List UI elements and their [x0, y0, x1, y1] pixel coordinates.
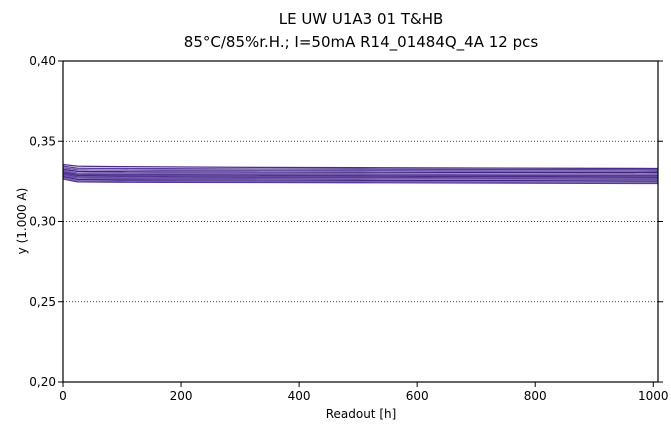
x-tick-label: 400: [288, 389, 311, 403]
series-line: [62, 178, 659, 185]
chart-title: LE UW U1A3 01 T&HB: [279, 10, 444, 28]
y-tick-label: 0,25: [29, 295, 56, 309]
x-axis-label: Readout [h]: [326, 407, 397, 421]
series-line: [62, 168, 659, 174]
grid: [63, 140, 658, 303]
ticks: 0,20 0,25 0,30 0,35 0,40 0 200 400 600 800 1000: [29, 54, 668, 403]
x-tick-label: 800: [524, 389, 547, 403]
y-tick-label: 0,30: [29, 215, 56, 229]
series-line: [62, 165, 659, 171]
series-line: [62, 173, 659, 179]
series-line: [62, 177, 659, 183]
series-line: [62, 174, 659, 181]
series-line: [62, 175, 659, 182]
x-tick-label: 600: [406, 389, 429, 403]
series-line: [62, 172, 659, 178]
series-line: [62, 163, 659, 170]
y-tick-label: 0,35: [29, 134, 56, 148]
x-tick-label: 0: [59, 389, 67, 403]
y-axis-label: y (1.000 A): [15, 188, 29, 255]
y-tick-label: 0,20: [29, 375, 56, 389]
series-line: [62, 167, 659, 172]
chart-subtitle: 85°C/85%r.H.; I=50mA R14_01484Q_4A 12 pc…: [184, 33, 539, 52]
y-tick-label: 0,40: [29, 54, 56, 68]
x-tick-label: 1000: [638, 389, 669, 403]
series-line: [62, 171, 659, 177]
x-tick-label: 200: [170, 389, 193, 403]
series-group: [62, 163, 659, 185]
series-line: [62, 169, 659, 175]
